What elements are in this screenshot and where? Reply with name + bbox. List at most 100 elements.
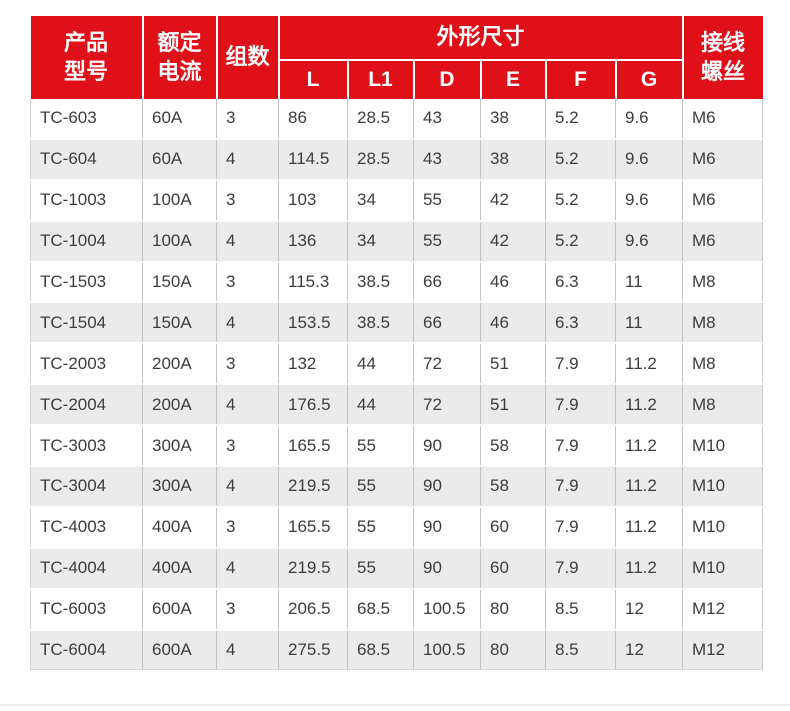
cell-dim-l: 219.5	[278, 546, 348, 589]
cell-dim-l: 165.5	[278, 505, 348, 548]
header-dim-l: L	[277, 59, 348, 99]
cell-dim-l: 136	[278, 219, 348, 262]
cell-terminal-screw: M8	[682, 342, 764, 385]
table-row: TC-4003 400A 3 165.5 55 90 60 7.9 11.2 M10	[30, 505, 764, 548]
cell-product-model: TC-6003	[30, 587, 143, 630]
header-groups: 组数	[215, 16, 279, 99]
cell-dim-l1: 55	[347, 546, 414, 589]
cell-dim-l: 132	[278, 342, 348, 385]
cell-rated-current: 300A	[142, 424, 217, 467]
cell-dim-g: 11.2	[614, 383, 683, 426]
table-body: TC-603 60A 3 86 28.5 43 38 5.2 9.6 M6 TC-604 60A 4 11…	[30, 99, 764, 671]
cell-product-model: TC-604	[30, 137, 143, 180]
cell-dim-l: 86	[278, 99, 348, 139]
cell-rated-current: 150A	[142, 301, 217, 344]
table-row: TC-2003 200A 3 132 44 72 51 7.9 11.2 M8	[30, 342, 764, 385]
cell-dim-l1: 44	[347, 383, 414, 426]
cell-dim-l1: 34	[347, 219, 414, 262]
cell-dim-f: 5.2	[545, 178, 616, 221]
cell-dim-e: 38	[480, 137, 546, 180]
cell-groups: 4	[216, 383, 279, 426]
cell-terminal-screw: M8	[682, 301, 764, 344]
cell-dim-l: 165.5	[278, 424, 348, 467]
cell-dim-d: 90	[413, 424, 481, 467]
cell-terminal-screw: M6	[682, 219, 764, 262]
cell-terminal-screw: M8	[682, 260, 764, 303]
cell-dim-l1: 38.5	[347, 301, 414, 344]
cell-terminal-screw: M10	[682, 546, 764, 589]
header-dim-f: F	[544, 59, 616, 99]
cell-dim-l: 275.5	[278, 628, 348, 671]
cell-terminal-screw: M6	[682, 99, 764, 139]
cell-dim-f: 5.2	[545, 219, 616, 262]
cell-dim-l1: 55	[347, 424, 414, 467]
cell-dim-d: 66	[413, 301, 481, 344]
cell-dim-f: 7.9	[545, 383, 616, 426]
cell-terminal-screw: M12	[682, 628, 764, 671]
cell-dim-g: 11.2	[614, 546, 683, 589]
table-row: TC-2004 200A 4 176.5 44 72 51 7.9 11.2 M8	[30, 383, 764, 426]
cell-product-model: TC-1003	[30, 178, 143, 221]
cell-terminal-screw: M12	[682, 587, 764, 630]
cell-dim-e: 46	[480, 260, 546, 303]
cell-rated-current: 60A	[142, 137, 217, 180]
cell-dim-g: 9.6	[614, 178, 683, 221]
cell-dim-f: 7.9	[545, 342, 616, 385]
cell-terminal-screw: M8	[682, 383, 764, 426]
cell-dim-f: 5.2	[545, 137, 616, 180]
cell-dim-g: 11.2	[614, 424, 683, 467]
cell-dim-l: 206.5	[278, 587, 348, 630]
table-row: TC-603 60A 3 86 28.5 43 38 5.2 9.6 M6	[30, 99, 764, 139]
cell-groups: 4	[216, 465, 279, 507]
cell-dim-e: 46	[480, 301, 546, 344]
cell-groups: 4	[216, 546, 279, 589]
cell-dim-g: 11.2	[614, 342, 683, 385]
cell-dim-g: 12	[614, 628, 683, 671]
cell-dim-d: 72	[413, 383, 481, 426]
cell-dim-l1: 34	[347, 178, 414, 221]
cell-dim-d: 55	[413, 219, 481, 262]
header-terminal-screw: 接线 螺丝	[681, 16, 763, 99]
cell-dim-l1: 28.5	[347, 99, 414, 139]
header-rated-current: 额定 电流	[141, 16, 217, 99]
cell-dim-l: 114.5	[278, 137, 348, 180]
cell-dim-l1: 28.5	[347, 137, 414, 180]
header-dim-d: D	[412, 59, 481, 99]
cell-dim-f: 8.5	[545, 587, 616, 630]
cell-rated-current: 150A	[142, 260, 217, 303]
cell-dim-d: 43	[413, 137, 481, 180]
cell-dim-l1: 55	[347, 465, 414, 507]
cell-dim-e: 51	[480, 383, 546, 426]
cell-dim-l: 219.5	[278, 465, 348, 507]
cell-terminal-screw: M10	[682, 424, 764, 467]
cell-dim-f: 7.9	[545, 546, 616, 589]
cell-dim-l: 176.5	[278, 383, 348, 426]
cell-dim-e: 60	[480, 505, 546, 548]
cell-product-model: TC-3004	[30, 465, 143, 507]
cell-product-model: TC-2004	[30, 383, 143, 426]
cell-dim-d: 100.5	[413, 628, 481, 671]
table-row: TC-1004 100A 4 136 34 55 42 5.2 9.6 M6	[30, 219, 764, 262]
cell-dim-e: 42	[480, 219, 546, 262]
cell-groups: 4	[216, 628, 279, 671]
cell-dim-e: 38	[480, 99, 546, 139]
cell-dim-f: 6.3	[545, 301, 616, 344]
section-divider	[0, 704, 790, 706]
cell-dim-l1: 38.5	[347, 260, 414, 303]
cell-rated-current: 400A	[142, 546, 217, 589]
cell-rated-current: 600A	[142, 628, 217, 671]
table-row: TC-6003 600A 3 206.5 68.5 100.5 80 8.5 12 M12	[30, 587, 764, 630]
cell-dim-g: 11.2	[614, 465, 683, 507]
cell-groups: 3	[216, 99, 279, 139]
cell-groups: 3	[216, 424, 279, 467]
cell-product-model: TC-603	[30, 99, 143, 139]
cell-dim-f: 6.3	[545, 260, 616, 303]
cell-dim-e: 80	[480, 587, 546, 630]
header-dim-l1: L1	[346, 59, 414, 99]
cell-dim-g: 11	[614, 260, 683, 303]
cell-product-model: TC-1503	[30, 260, 143, 303]
cell-product-model: TC-1004	[30, 219, 143, 262]
cell-dim-l: 103	[278, 178, 348, 221]
cell-groups: 4	[216, 137, 279, 180]
cell-terminal-screw: M6	[682, 178, 764, 221]
